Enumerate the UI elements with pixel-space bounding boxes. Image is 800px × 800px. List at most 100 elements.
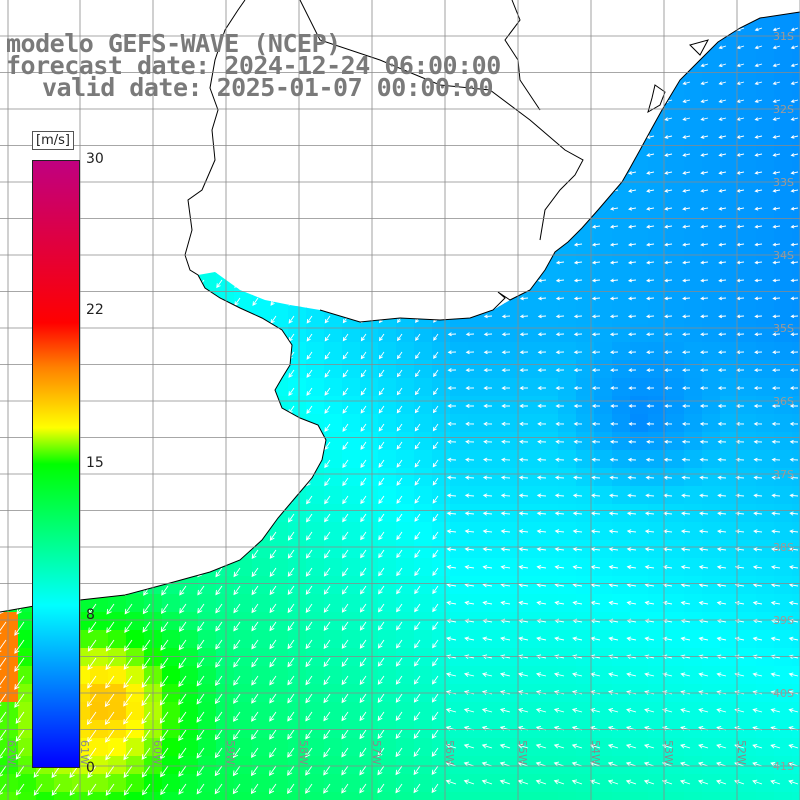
wind-cell: [576, 288, 595, 307]
wind-arrow: [754, 188, 763, 193]
wind-cell: [702, 396, 721, 415]
wind-arrow: [395, 747, 403, 758]
wind-arrow: [433, 12, 439, 17]
lat-label: 33S: [773, 176, 794, 189]
wind-arrow: [0, 693, 7, 708]
wind-arrow: [610, 404, 619, 408]
wind-arrow: [519, 242, 529, 247]
wind-cell: [162, 558, 181, 577]
wind-cell: [594, 162, 613, 181]
wind-cell: [720, 270, 739, 289]
wind-cell: [198, 342, 217, 361]
wind-cell: [720, 594, 739, 613]
wind-cell: [180, 12, 199, 19]
wind-arrow: [269, 621, 277, 632]
wind-arrow: [717, 404, 727, 408]
wind-arrow: [360, 27, 367, 36]
wind-cell: [540, 522, 559, 541]
wind-arrow: [342, 207, 349, 216]
wind-cell: [774, 414, 793, 433]
wind-cell: [576, 234, 595, 253]
wind-cell: [198, 450, 217, 469]
wind-cell: [738, 666, 757, 685]
wind-arrow: [415, 171, 421, 179]
wind-cell: [774, 378, 793, 397]
colorbar-tick-0: 0: [86, 760, 95, 776]
wind-cell: [288, 558, 307, 577]
wind-arrow: [324, 423, 331, 432]
wind-arrow: [502, 63, 511, 68]
wind-cell: [630, 540, 649, 559]
wind-cell: [630, 414, 649, 433]
wind-arrow: [664, 188, 673, 193]
wind-cell: [774, 18, 793, 37]
wind-arrow: [716, 636, 727, 642]
wind-cell: [504, 324, 523, 343]
wind-cell: [576, 270, 595, 289]
wind-cell: [270, 360, 289, 379]
wind-arrow: [215, 567, 223, 578]
wind-cell: [774, 468, 793, 487]
wind-cell: [684, 342, 703, 361]
wind-arrow: [736, 81, 745, 85]
wind-cell: [324, 648, 343, 667]
wind-arrow: [216, 351, 223, 361]
wind-cell: [180, 414, 199, 433]
wind-cell: [288, 342, 307, 361]
wind-arrow: [554, 529, 565, 534]
wind-arrow: [360, 171, 367, 180]
wind-arrow: [198, 117, 205, 127]
wind-arrow: [143, 441, 151, 452]
wind-cell: [396, 324, 415, 343]
wind-arrow: [415, 351, 421, 360]
wind-arrow: [87, 657, 97, 671]
wind-cell: [522, 666, 541, 685]
wind-arrow: [123, 693, 133, 707]
wind-arrow: [125, 405, 133, 416]
wind-cell: [450, 126, 469, 145]
wind-cell: [702, 126, 721, 145]
wind-cell: [792, 36, 800, 55]
wind-arrow: [124, 621, 133, 633]
wind-arrow: [519, 170, 529, 175]
wind-arrow: [625, 761, 637, 767]
wind-arrow: [433, 369, 439, 378]
wind-cell: [126, 414, 145, 433]
wind-cell: [684, 648, 703, 667]
wind-cell: [234, 144, 253, 163]
wind-cell: [522, 342, 541, 361]
wind-cell: [108, 12, 127, 19]
wind-arrow: [447, 296, 457, 301]
wind-arrow: [537, 314, 547, 319]
wind-arrow: [607, 761, 619, 767]
wind-arrow: [535, 761, 547, 767]
wind-arrow: [216, 207, 223, 217]
wind-cell: [450, 234, 469, 253]
wind-arrow: [680, 547, 691, 552]
wind-cell: [630, 486, 649, 505]
wind-arrow: [216, 117, 223, 127]
wind-cell: [702, 774, 721, 793]
wind-arrow: [432, 405, 439, 414]
wind-cell: [216, 126, 235, 145]
wind-cell: [144, 666, 163, 685]
wind-arrow: [287, 765, 295, 776]
wind-cell: [756, 342, 775, 361]
wind-arrow: [518, 493, 529, 498]
wind-arrow: [790, 81, 799, 85]
wind-arrow: [305, 765, 313, 776]
wind-arrow: [537, 350, 547, 355]
wind-cell: [666, 36, 685, 55]
wind-cell: [756, 540, 775, 559]
wind-arrow: [519, 153, 529, 157]
wind-cell: [270, 126, 289, 145]
wind-arrow: [233, 567, 241, 578]
wind-arrow: [125, 369, 133, 379]
wind-arrow: [305, 693, 313, 704]
wind-arrow: [270, 189, 277, 198]
wind-arrow: [180, 297, 187, 307]
wind-cell: [306, 432, 325, 451]
wind-arrow: [378, 585, 385, 595]
wind-arrow: [179, 567, 187, 578]
wind-cell: [324, 162, 343, 181]
